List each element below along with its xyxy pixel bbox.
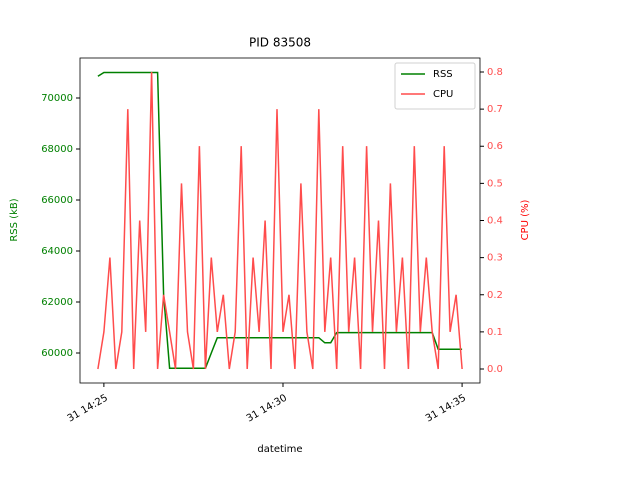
y-tick-label: 60000 xyxy=(41,348,73,359)
y2-tick-label: 0.2 xyxy=(487,290,503,301)
series-line xyxy=(97,71,463,370)
chart-title: PID 83508 xyxy=(249,36,311,50)
y2-tick-label: 0.8 xyxy=(487,67,503,78)
y2-tick-label: 0.4 xyxy=(487,216,503,227)
y2-tick-label: 0.3 xyxy=(487,253,503,264)
series-line xyxy=(97,71,463,370)
y-axis-label: RSS (kB) xyxy=(9,198,20,241)
plot-frame xyxy=(79,57,481,384)
legend-label: CPU xyxy=(433,89,453,100)
y2-tick-label: 0.6 xyxy=(487,141,503,152)
y-tick-label: 66000 xyxy=(41,195,73,206)
y2-tick-label: 0.1 xyxy=(487,327,503,338)
y2-tick-label: 0.5 xyxy=(487,178,503,189)
y2-tick-label: 0.7 xyxy=(487,104,503,115)
y2-tick-label: 0.0 xyxy=(487,364,503,375)
y-tick-label: 68000 xyxy=(41,144,73,155)
x-axis-label: datetime xyxy=(257,444,302,455)
y2-axis-label: CPU (%) xyxy=(520,200,531,241)
y-tick-label: 70000 xyxy=(41,93,73,104)
y-tick-label: 62000 xyxy=(41,297,73,308)
y-tick-label: 64000 xyxy=(41,246,73,257)
legend-label: RSS xyxy=(433,69,453,80)
